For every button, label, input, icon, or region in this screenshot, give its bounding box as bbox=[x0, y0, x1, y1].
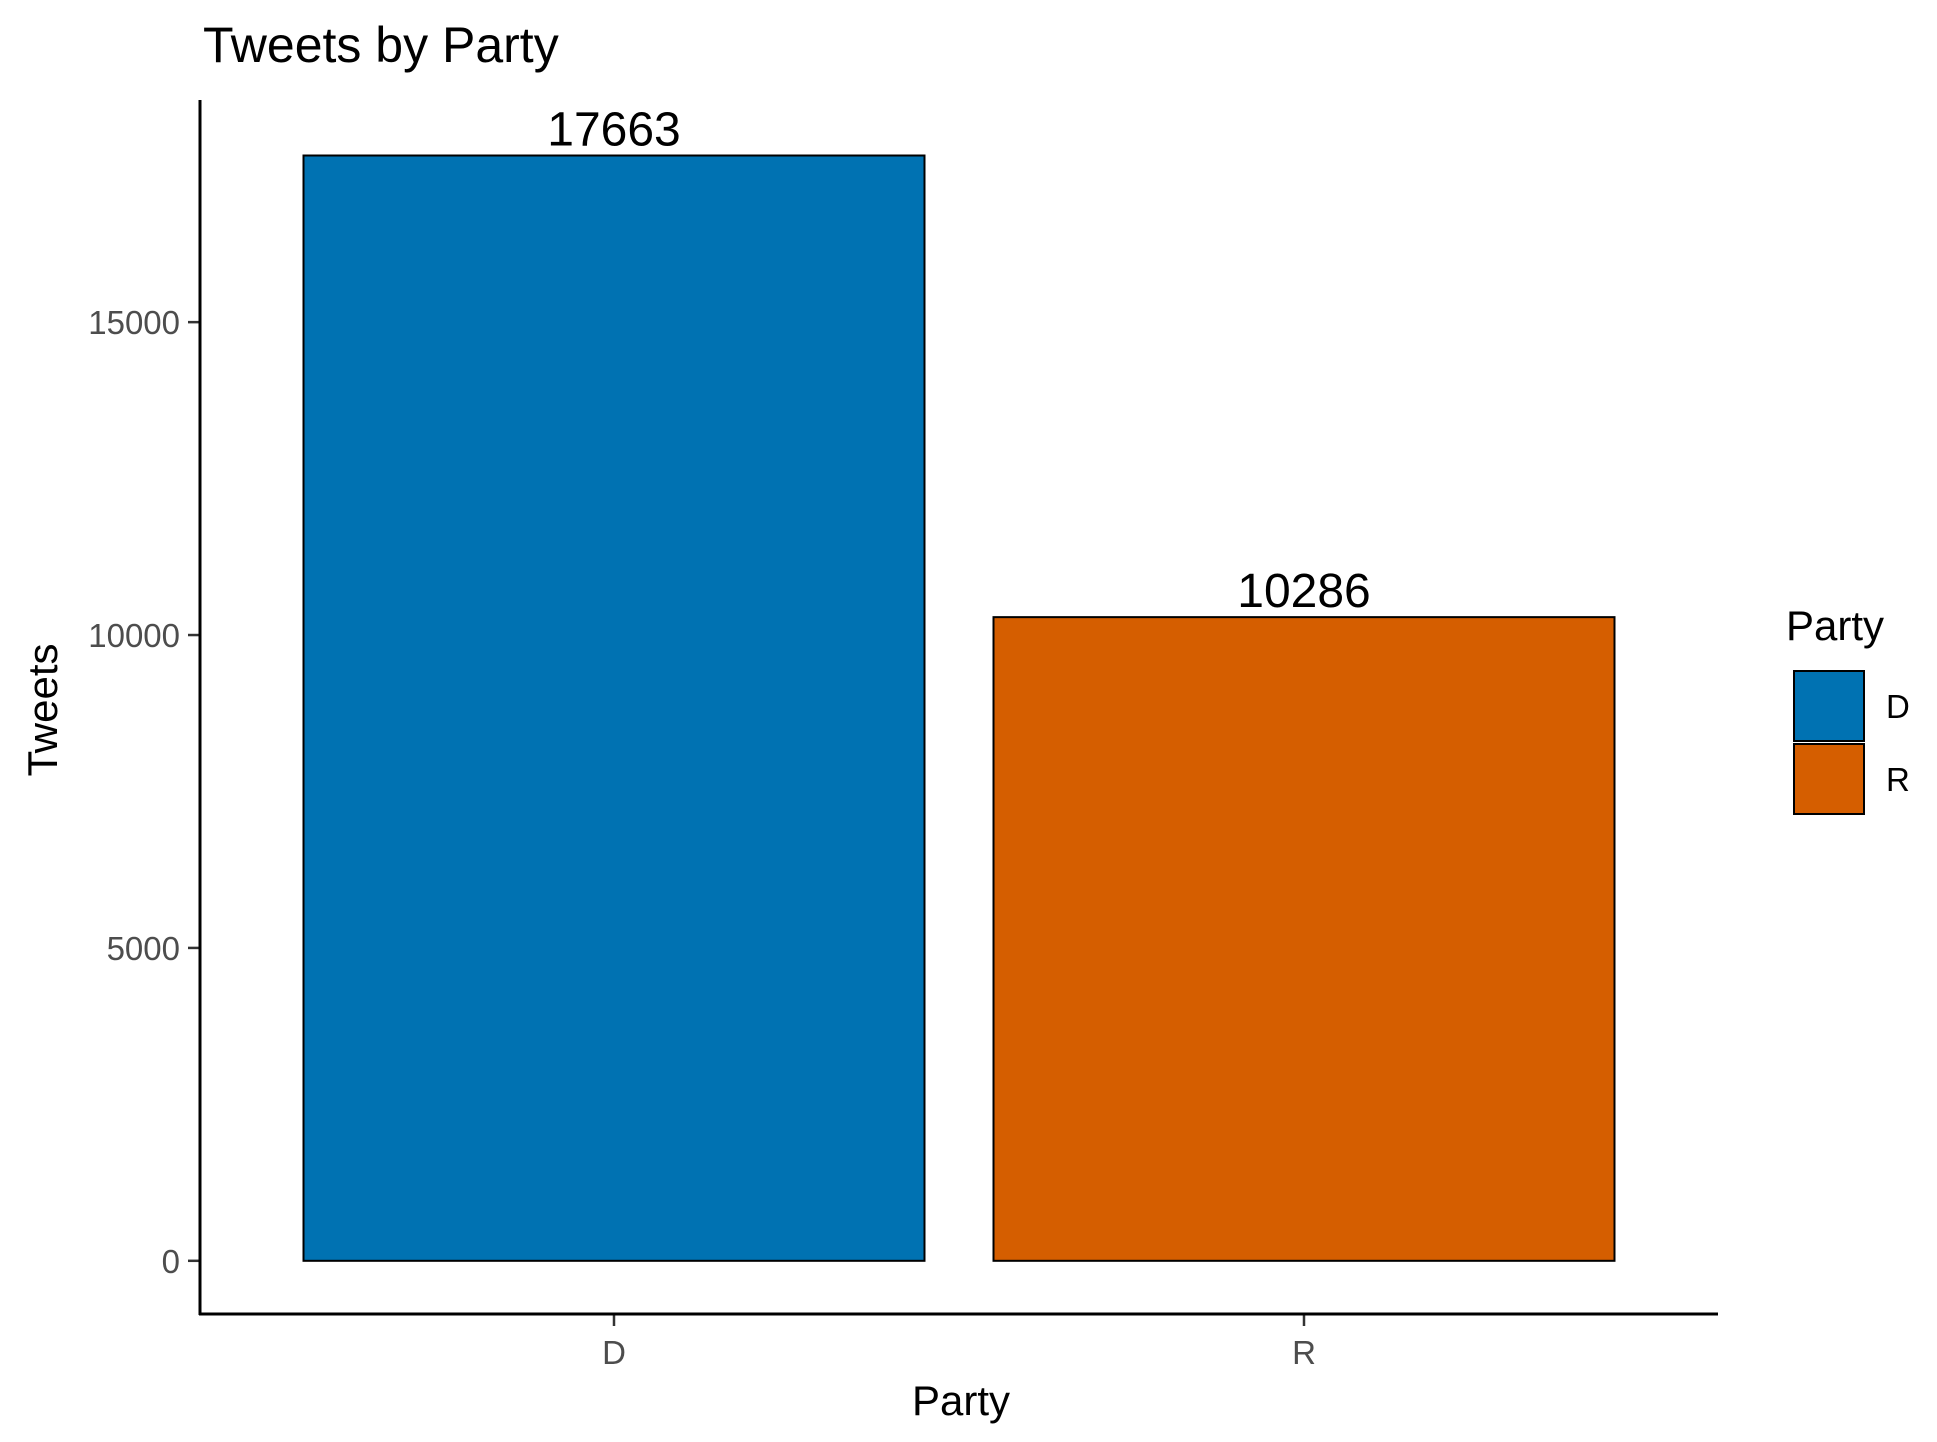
x-tick-label-D: D bbox=[602, 1334, 626, 1371]
bar-D bbox=[302, 154, 926, 1262]
chart-title: Tweets by Party bbox=[203, 17, 559, 73]
x-tick-label-R: R bbox=[1292, 1334, 1316, 1371]
x-axis-title: Party bbox=[912, 1377, 1010, 1424]
data-label-D: 17663 bbox=[547, 104, 680, 157]
plot-area: 17663 D 10286 R 0 5000 10000 15000 bbox=[88, 100, 1718, 1371]
legend-title: Party bbox=[1786, 602, 1884, 649]
y-axis-title: Tweets bbox=[19, 643, 66, 776]
bar-R bbox=[992, 616, 1616, 1262]
legend-label-D: D bbox=[1886, 688, 1910, 725]
data-label-R: 10286 bbox=[1237, 565, 1370, 618]
y-tick-label-10000: 10000 bbox=[88, 617, 180, 654]
legend-label-R: R bbox=[1886, 761, 1910, 798]
y-tick-label-0: 0 bbox=[162, 1243, 180, 1280]
y-tick-label-5000: 5000 bbox=[107, 930, 180, 967]
legend-key-D bbox=[1793, 670, 1865, 742]
y-tick-label-15000: 15000 bbox=[88, 304, 180, 341]
legend: DR bbox=[1793, 670, 1910, 815]
legend-key-R bbox=[1793, 743, 1865, 815]
